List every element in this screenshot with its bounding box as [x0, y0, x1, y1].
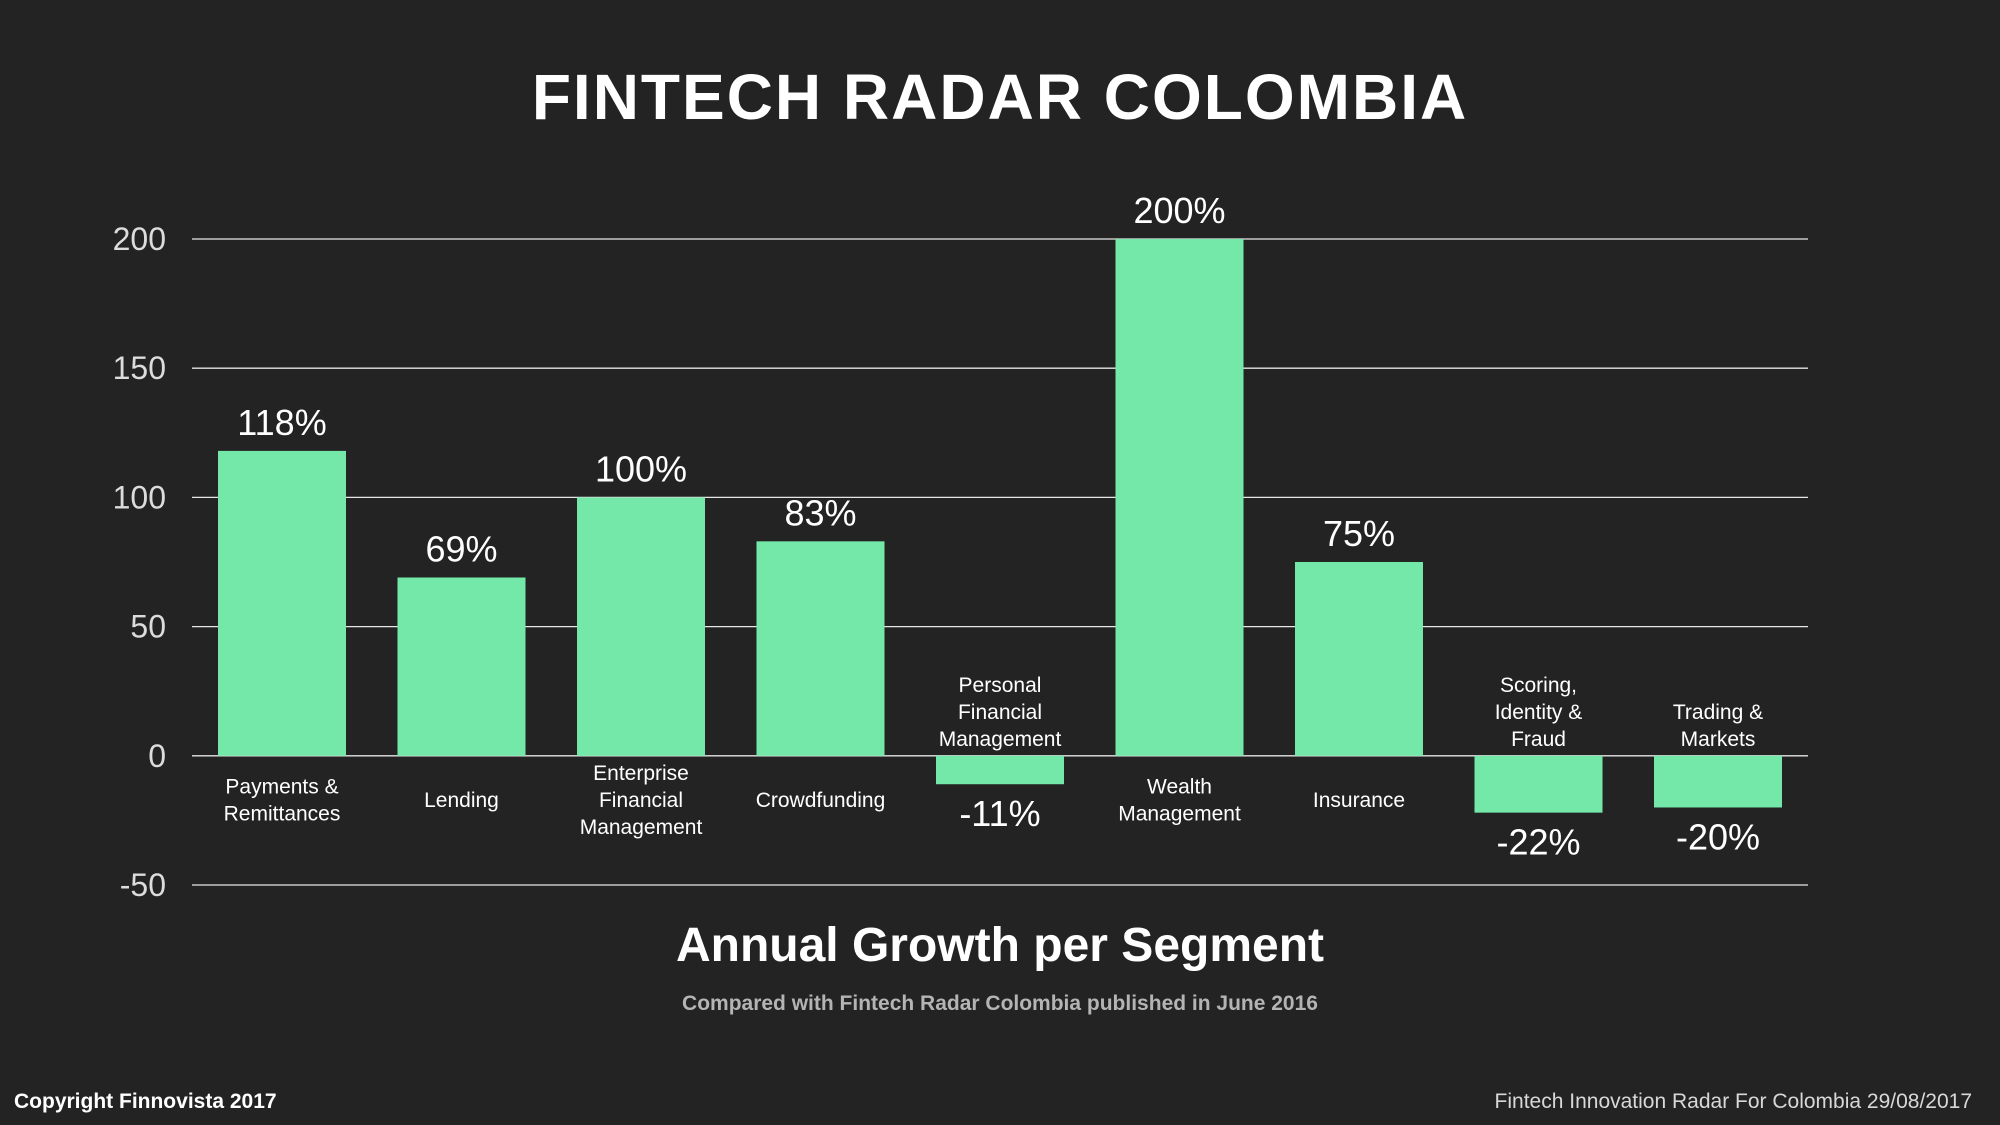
chart-x-axis-title: Annual Growth per Segment: [675, 919, 1325, 972]
category-label: Enterprise Financial Management: [580, 762, 703, 839]
bar: [218, 450, 346, 756]
page-title: FINTECH RADAR COLOMBIA: [531, 61, 1469, 133]
category-label: Payments & Remittances: [224, 776, 341, 826]
y-tick-label: 200: [113, 221, 166, 257]
category-label: Personal Financial Management: [939, 674, 1062, 751]
category-label: Lending: [424, 789, 499, 812]
bar: [756, 541, 885, 756]
value-label: 118%: [237, 402, 326, 443]
bar: [1115, 239, 1244, 756]
bar: [936, 755, 1064, 785]
bar: [1474, 755, 1603, 813]
category-label: Trading & Markets: [1673, 701, 1763, 751]
bar: [1295, 562, 1423, 756]
value-label: 200%: [1133, 190, 1225, 231]
copyright-text: Copyright Finnovista 2017: [14, 1090, 277, 1113]
y-tick-label: 50: [130, 609, 166, 645]
chart-subtitle: Compared with Fintech Radar Colombia pub…: [682, 992, 1318, 1015]
y-tick-label: 150: [113, 350, 166, 386]
category-label: Insurance: [1313, 789, 1405, 812]
category-label: Crowdfunding: [756, 789, 886, 812]
bar: [1654, 755, 1782, 808]
y-tick-label: 0: [148, 738, 166, 774]
value-label: 100%: [595, 448, 687, 489]
bar: [397, 577, 526, 756]
value-label: 69%: [425, 529, 497, 570]
category-label: Scoring, Identity & Fraud: [1495, 674, 1583, 751]
footer-note: Fintech Innovation Radar For Colombia 29…: [1494, 1090, 1972, 1113]
value-label: -20%: [1676, 816, 1760, 857]
y-tick-label: 100: [113, 479, 166, 515]
category-label: Wealth Management: [1118, 776, 1241, 826]
value-label: 75%: [1323, 513, 1395, 554]
value-label: -11%: [959, 793, 1040, 834]
y-tick-label: -50: [120, 867, 166, 903]
bar: [577, 497, 705, 756]
value-label: -22%: [1496, 822, 1580, 863]
value-label: 83%: [784, 492, 856, 533]
